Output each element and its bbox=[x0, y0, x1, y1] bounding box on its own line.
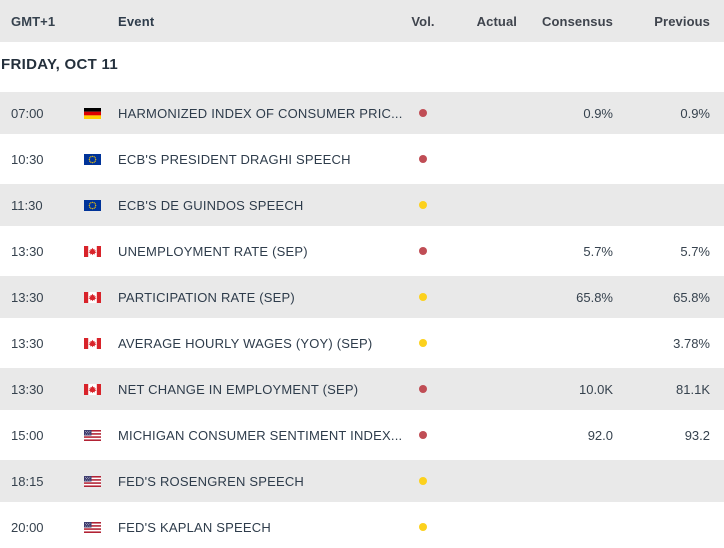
flag-us-icon bbox=[84, 429, 101, 441]
event-previous: 5.7% bbox=[680, 243, 710, 259]
event-name: FED'S KAPLAN SPEECH bbox=[118, 519, 271, 535]
medium-volatility-dot bbox=[419, 201, 427, 209]
event-previous: 3.78% bbox=[673, 335, 710, 351]
event-consensus: 5.7% bbox=[583, 243, 613, 259]
event-time: 10:30 bbox=[11, 151, 44, 167]
flag-eu-icon bbox=[84, 199, 101, 211]
flag-us-icon bbox=[84, 475, 101, 487]
high-volatility-dot bbox=[419, 431, 427, 439]
column-header-vol: Vol. bbox=[411, 13, 435, 29]
event-time: 20:00 bbox=[11, 519, 44, 535]
flag-us-icon bbox=[84, 521, 101, 533]
column-header-event: Event bbox=[118, 13, 155, 29]
column-header-consensus: Consensus bbox=[542, 13, 613, 29]
event-time: 13:30 bbox=[11, 335, 44, 351]
medium-volatility-dot bbox=[419, 339, 427, 347]
event-name: NET CHANGE IN EMPLOYMENT (SEP) bbox=[118, 381, 359, 397]
event-name: ECB'S PRESIDENT DRAGHI SPEECH bbox=[118, 151, 351, 167]
flag-canada-icon bbox=[84, 291, 101, 303]
flag-canada-icon bbox=[84, 245, 101, 257]
high-volatility-dot bbox=[419, 109, 427, 117]
event-name: HARMONIZED INDEX OF CONSUMER PRIC... bbox=[118, 105, 403, 121]
event-name: AVERAGE HOURLY WAGES (YOY) (SEP) bbox=[118, 335, 373, 351]
event-consensus: 10.0K bbox=[579, 381, 613, 397]
high-volatility-dot bbox=[419, 247, 427, 255]
calendar-event-row[interactable]: 07:00 HARMONIZED INDEX OF CONSUMER PRIC.… bbox=[0, 92, 724, 134]
event-consensus: 65.8% bbox=[576, 289, 613, 305]
event-previous: 93.2 bbox=[684, 427, 710, 443]
calendar-rows: 07:00 HARMONIZED INDEX OF CONSUMER PRIC.… bbox=[0, 92, 724, 548]
event-previous: 65.8% bbox=[673, 289, 710, 305]
event-time: 15:00 bbox=[11, 427, 44, 443]
calendar-event-row[interactable]: 13:30 NET CHANGE IN EMPLOYMENT (SEP) 10.… bbox=[0, 368, 724, 410]
high-volatility-dot bbox=[419, 385, 427, 393]
flag-germany-icon bbox=[84, 107, 101, 119]
medium-volatility-dot bbox=[419, 523, 427, 531]
event-name: MICHIGAN CONSUMER SENTIMENT INDEX... bbox=[118, 427, 403, 443]
calendar-event-row[interactable]: 15:00 MICHIGAN CONSUMER SENTIMENT INDEX.… bbox=[0, 414, 724, 456]
date-header: FRIDAY, OCT 11 bbox=[0, 46, 724, 88]
calendar-event-row[interactable]: 13:30 UNEMPLOYMENT RATE (SEP) 5.7% 5.7% bbox=[0, 230, 724, 272]
calendar-event-row[interactable]: 13:30 PARTICIPATION RATE (SEP) 65.8% 65.… bbox=[0, 276, 724, 318]
event-previous: 81.1K bbox=[676, 381, 710, 397]
calendar-header-row: GMT+1 Event Vol. Actual Consensus Previo… bbox=[0, 0, 724, 42]
calendar-event-row[interactable]: 11:30 ECB'S DE GUINDOS SPEECH bbox=[0, 184, 724, 226]
high-volatility-dot bbox=[419, 155, 427, 163]
flag-canada-icon bbox=[84, 383, 101, 395]
column-header-gmt: GMT+1 bbox=[11, 13, 56, 29]
calendar-event-row[interactable]: 18:15 FED'S ROSENGREN SPEECH bbox=[0, 460, 724, 502]
event-consensus: 92.0 bbox=[587, 427, 613, 443]
calendar-event-row[interactable]: 10:30 ECB'S PRESIDENT DRAGHI SPEECH bbox=[0, 138, 724, 180]
column-header-actual: Actual bbox=[476, 13, 517, 29]
event-time: 13:30 bbox=[11, 289, 44, 305]
event-time: 13:30 bbox=[11, 381, 44, 397]
flag-canada-icon bbox=[84, 337, 101, 349]
event-time: 13:30 bbox=[11, 243, 44, 259]
event-consensus: 0.9% bbox=[583, 105, 613, 121]
event-time: 18:15 bbox=[11, 473, 44, 489]
event-name: UNEMPLOYMENT RATE (SEP) bbox=[118, 243, 308, 259]
event-name: FED'S ROSENGREN SPEECH bbox=[118, 473, 305, 489]
event-previous: 0.9% bbox=[680, 105, 710, 121]
medium-volatility-dot bbox=[419, 477, 427, 485]
calendar-event-row[interactable]: 20:00 FED'S KAPLAN SPEECH bbox=[0, 506, 724, 548]
event-name: PARTICIPATION RATE (SEP) bbox=[118, 289, 295, 305]
medium-volatility-dot bbox=[419, 293, 427, 301]
event-name: ECB'S DE GUINDOS SPEECH bbox=[118, 197, 304, 213]
calendar-event-row[interactable]: 13:30 AVERAGE HOURLY WAGES (YOY) (SEP) 3… bbox=[0, 322, 724, 364]
column-header-previous: Previous bbox=[654, 13, 710, 29]
event-time: 11:30 bbox=[11, 197, 43, 213]
flag-eu-icon bbox=[84, 153, 101, 165]
event-time: 07:00 bbox=[11, 105, 44, 121]
